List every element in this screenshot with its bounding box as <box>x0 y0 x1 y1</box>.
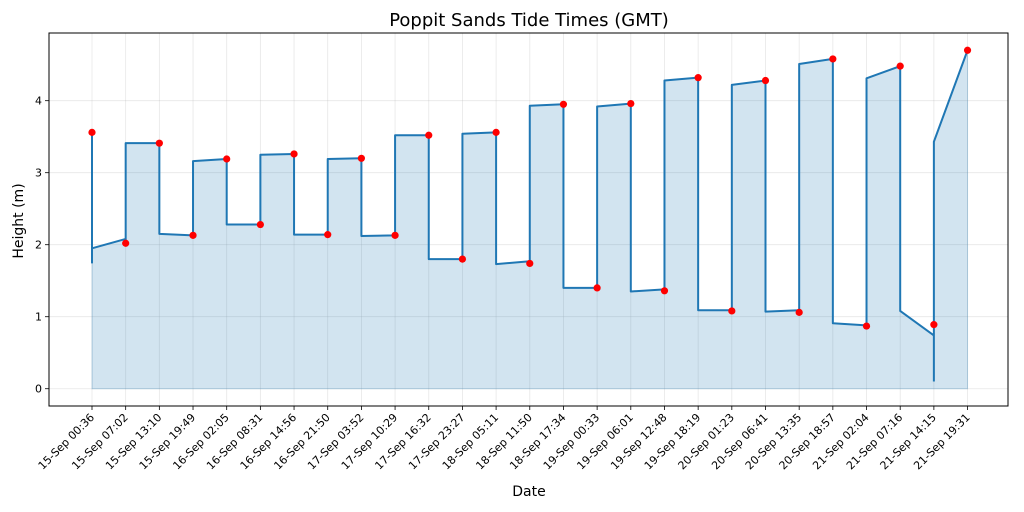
data-point <box>391 231 399 239</box>
data-point <box>155 139 163 147</box>
data-point <box>896 62 904 70</box>
data-point <box>795 308 803 316</box>
y-axis: 0 1 2 3 4 <box>35 95 49 396</box>
data-point <box>189 231 197 239</box>
data-point <box>660 287 669 295</box>
data-point <box>930 321 938 329</box>
data-point <box>324 231 332 239</box>
data-point <box>593 284 601 292</box>
data-point <box>223 155 231 163</box>
data-point <box>458 255 467 263</box>
data-point <box>492 128 500 136</box>
x-tick-label: 15-Sep 00:36 <box>36 411 97 472</box>
plot-frame <box>48 32 1009 407</box>
data-point <box>88 128 96 136</box>
x-axis-title: Date <box>512 484 545 500</box>
y-tick-label: 1 <box>35 311 42 324</box>
data-point <box>290 150 298 158</box>
data-points <box>88 46 972 330</box>
data-point <box>122 239 130 247</box>
data-point <box>256 220 264 229</box>
y-tick-label: 3 <box>35 167 42 180</box>
data-point <box>862 322 871 330</box>
data-point <box>694 74 702 82</box>
data-point <box>963 46 972 54</box>
data-point <box>761 76 770 85</box>
y-tick-label: 2 <box>35 239 42 252</box>
data-point <box>829 55 837 63</box>
data-point <box>526 259 534 268</box>
data-point <box>559 100 568 108</box>
data-point <box>357 154 365 162</box>
y-tick-label: 4 <box>35 95 42 108</box>
data-point <box>425 131 433 139</box>
chart-title: Poppit Sands Tide Times (GMT) <box>389 10 669 31</box>
data-point <box>627 99 635 108</box>
y-axis-title: Height (m) <box>11 183 27 258</box>
y-tick-label: 0 <box>35 383 42 396</box>
data-point <box>728 307 736 315</box>
